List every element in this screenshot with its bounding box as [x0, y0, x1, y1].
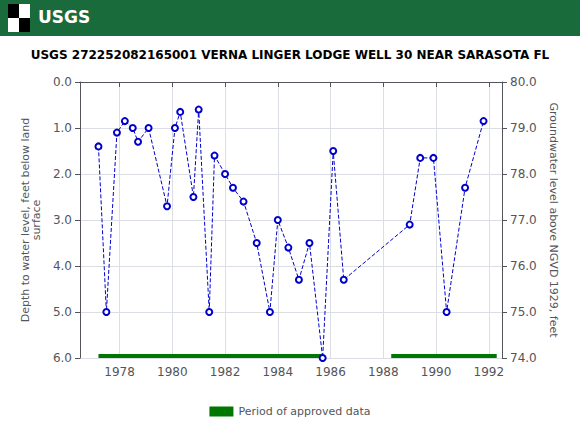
svg-text:74.0: 74.0 — [510, 351, 537, 365]
svg-text:6.0: 6.0 — [53, 351, 72, 365]
svg-text:79.0: 79.0 — [510, 121, 537, 135]
svg-text:surface: surface — [30, 199, 43, 240]
svg-text:1978: 1978 — [104, 365, 135, 379]
svg-text:76.0: 76.0 — [510, 259, 537, 273]
svg-text:1.0: 1.0 — [53, 121, 72, 135]
svg-text:1992: 1992 — [474, 365, 505, 379]
svg-text:1984: 1984 — [263, 365, 294, 379]
svg-text:Groundwater level above NGVD 1: Groundwater level above NGVD 1929, feet — [547, 102, 560, 338]
svg-text:78.0: 78.0 — [510, 167, 537, 181]
svg-text:Period of approved data: Period of approved data — [238, 405, 370, 418]
svg-text:1988: 1988 — [368, 365, 399, 379]
svg-text:75.0: 75.0 — [510, 305, 537, 319]
svg-text:0.0: 0.0 — [53, 75, 72, 89]
svg-text:1990: 1990 — [421, 365, 452, 379]
svg-text:1982: 1982 — [210, 365, 241, 379]
svg-text:4.0: 4.0 — [53, 259, 72, 273]
svg-text:Depth to water level, feet bel: Depth to water level, feet below land — [19, 117, 32, 323]
svg-text:3.0: 3.0 — [53, 213, 72, 227]
svg-text:2.0: 2.0 — [53, 167, 72, 181]
svg-text:80.0: 80.0 — [510, 75, 537, 89]
svg-text:77.0: 77.0 — [510, 213, 537, 227]
svg-text:USGS: USGS — [38, 7, 90, 27]
svg-text:1986: 1986 — [315, 365, 346, 379]
svg-text:USGS 272252082165001 VERNA LIN: USGS 272252082165001 VERNA LINGER LODGE … — [31, 48, 550, 62]
svg-text:5.0: 5.0 — [53, 305, 72, 319]
svg-text:1980: 1980 — [157, 365, 188, 379]
